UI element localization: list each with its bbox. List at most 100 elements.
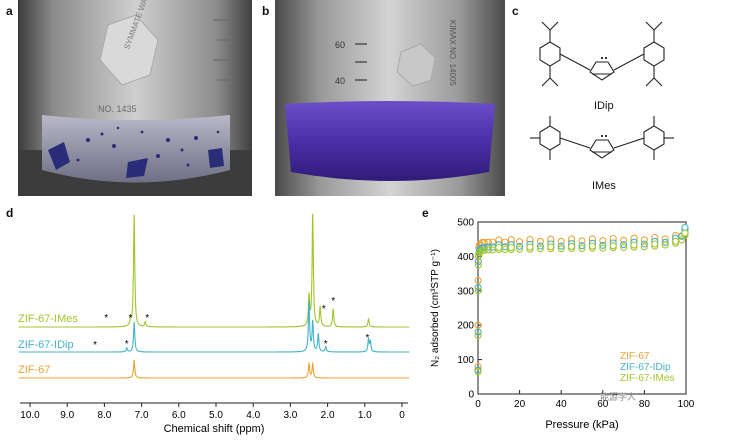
isotherm-desorption-point	[609, 242, 617, 250]
nmr-trace-0	[18, 213, 410, 328]
nmr-x-tick-label: 9.0	[60, 410, 74, 421]
nmr-x-tick-label: 6.0	[172, 410, 186, 421]
isotherm-point	[474, 287, 482, 295]
nmr-label-imes: ZIF-67-IMes	[18, 313, 78, 325]
idip-structure	[522, 10, 692, 100]
idip-structure-drawing	[539, 21, 665, 87]
isotherm-point	[474, 328, 482, 336]
watermark-text: 能源学人	[600, 391, 636, 402]
isotherm-plot: 0 20 40 60 80 100 0 100 200 300 400 500 Pressure (k…	[420, 210, 754, 446]
panel-letter-b: b	[262, 4, 270, 18]
isotherm-point	[620, 243, 628, 252]
isotherm-y-tick-label: 500	[457, 218, 474, 229]
isotherm-desorption-point	[526, 243, 534, 251]
isotherm-point	[536, 245, 544, 253]
nmr-x-tick-label: 10.0	[20, 410, 40, 421]
isotherm-desorption-point	[495, 243, 503, 252]
nmr-trace-2	[18, 359, 410, 379]
nmr-star-marker: *	[125, 339, 129, 350]
isotherm-legend-entry: ZIF-67	[620, 351, 650, 362]
isotherm-point	[640, 240, 648, 248]
nmr-star-marker: *	[365, 333, 369, 344]
isotherm-point	[578, 242, 586, 250]
isotherm-point	[557, 245, 565, 253]
nmr-star-marker: *	[324, 339, 328, 350]
isotherm-y-tick-label: 100	[457, 355, 474, 366]
isotherm-x-tick-label: 0	[475, 399, 481, 410]
photo-a-bottom-text: NO. 1435	[98, 104, 137, 114]
isotherm-point	[484, 238, 492, 246]
isotherm-x-tick-label: 100	[678, 399, 695, 410]
nmr-star-marker: *	[331, 296, 335, 307]
panel-letter-e: e	[422, 206, 429, 220]
isotherm-point	[620, 236, 628, 244]
isotherm-point	[599, 241, 607, 249]
isotherm-point	[661, 238, 669, 246]
isotherm-point	[578, 244, 586, 253]
isotherm-point	[557, 237, 565, 245]
isotherm-desorption-point	[547, 243, 555, 251]
panel-letter-d: d	[6, 206, 14, 220]
nmr-x-tick-label: 3.0	[283, 410, 297, 421]
photo-b-tick-60: 60	[335, 40, 345, 50]
imes-structure-drawing	[530, 116, 674, 160]
isotherm-x-tick-label: 80	[639, 399, 651, 410]
isotherm-point	[536, 242, 544, 250]
nmr-x-tick-label: 0	[399, 410, 405, 421]
nmr-star-marker: *	[128, 313, 132, 324]
isotherm-y-tick-label: 400	[457, 252, 474, 263]
isotherm-desorption-point	[568, 242, 576, 250]
isotherm-point	[516, 245, 524, 253]
photo-b-side-text: KIMAX NO. 14005	[448, 20, 457, 86]
isotherm-point	[599, 244, 607, 252]
isotherm-point	[578, 237, 586, 245]
isotherm-x-tick-label: 60	[597, 399, 609, 410]
isotherm-x-tick-label: 40	[556, 399, 568, 410]
isotherm-frame	[477, 221, 687, 395]
nmr-x-tick-label: 8.0	[97, 410, 111, 421]
nmr-plot: * * * * * * * * * 10.0 9.0 8.0 7.0 6.0 5.0 4.0 3.0 2.0 1.…	[0, 210, 420, 446]
isotherm-point	[516, 238, 524, 246]
isotherm-point	[640, 236, 648, 244]
panel-letter-c: c	[512, 4, 519, 18]
isotherm-point	[474, 276, 482, 285]
imes-label: IMes	[592, 180, 616, 192]
imes-structure	[522, 112, 692, 178]
isotherm-point	[557, 242, 565, 250]
isotherm-point	[599, 237, 607, 245]
nmr-star-marker: *	[145, 313, 149, 324]
isotherm-desorption-point	[681, 229, 689, 237]
isotherm-desorption-point	[588, 242, 596, 250]
isotherm-point	[474, 368, 482, 376]
nmr-label-idip: ZIF-67-IDip	[18, 339, 74, 351]
nmr-star-marker: *	[93, 340, 97, 351]
isotherm-desorption-point	[651, 240, 659, 248]
nmr-x-tick-label: 7.0	[135, 410, 149, 421]
isotherm-point	[480, 246, 488, 254]
isotherm-x-axis-label: Pressure (kPa)	[545, 419, 618, 431]
nmr-x-tick-label: 2.0	[321, 410, 335, 421]
isotherm-y-tick-label: 300	[457, 286, 474, 297]
nmr-x-tick-label: 5.0	[209, 410, 223, 421]
isotherm-point	[474, 283, 482, 291]
nmr-label-zif67: ZIF-67	[18, 364, 51, 376]
photo-b-tick-40: 40	[335, 76, 345, 86]
isotherm-point	[620, 241, 628, 249]
isotherm-legend-entry: ZIF-67-IMes	[620, 373, 674, 384]
isotherm-point	[661, 241, 669, 249]
nmr-x-tick-label: 4.0	[246, 410, 260, 421]
nmr-x-tick-label: 1.0	[358, 410, 372, 421]
nmr-x-axis-label: Chemical shift (ppm)	[164, 423, 265, 435]
idip-label: IDip	[594, 100, 614, 112]
isotherm-x-tick-label: 20	[514, 399, 526, 410]
nmr-star-marker: *	[322, 304, 326, 315]
isotherm-point	[474, 321, 482, 329]
nmr-star-marker: *	[104, 313, 108, 324]
panel-letter-a: a	[6, 4, 13, 18]
isotherm-desorption-point	[507, 243, 515, 252]
isotherm-point	[516, 242, 524, 250]
photo-a-beaker-crystals: SYMMATE WAR NO. 1435	[18, 0, 252, 196]
isotherm-legend-entry: ZIF-67-IDip	[620, 362, 671, 373]
nmr-trace-1	[18, 300, 410, 353]
isotherm-y-tick-label: 200	[457, 321, 474, 332]
